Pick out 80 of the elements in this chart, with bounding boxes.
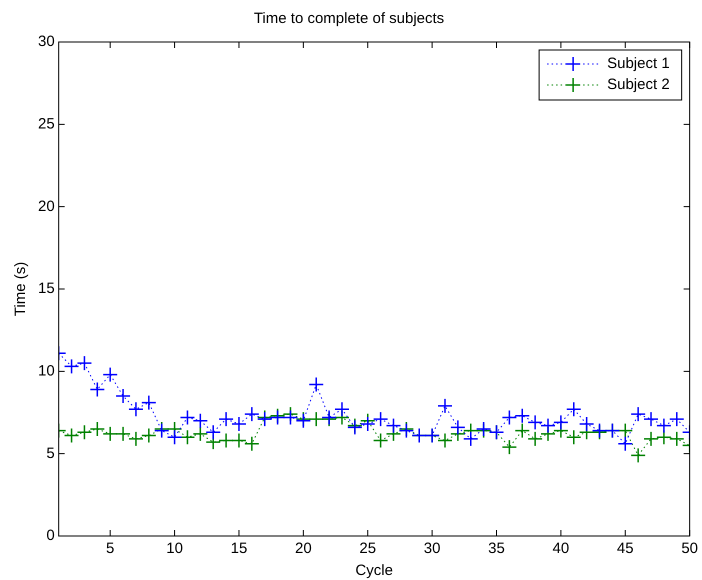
x-tick-label: 30	[424, 540, 440, 558]
point	[244, 406, 260, 422]
point	[180, 429, 196, 445]
point	[76, 355, 92, 371]
point	[514, 422, 530, 438]
point	[334, 401, 350, 417]
point	[669, 431, 685, 447]
point	[514, 408, 530, 424]
legend-label: Subject 2	[607, 76, 670, 94]
y-tick-label: 20	[38, 198, 55, 215]
point	[618, 422, 634, 438]
point	[566, 429, 582, 445]
point	[76, 424, 92, 440]
point	[669, 411, 685, 427]
chart-title: Time to complete of subjects	[254, 10, 444, 28]
point	[128, 401, 144, 417]
point	[630, 406, 646, 422]
point	[64, 358, 80, 374]
point	[166, 429, 182, 445]
point	[218, 432, 234, 448]
point	[463, 431, 478, 447]
y-axis-title: Time (s)	[12, 262, 30, 316]
y-tick-label: 30	[38, 33, 55, 50]
point	[502, 410, 518, 426]
point	[437, 398, 453, 414]
x-tick-label: 45	[616, 540, 634, 558]
point	[502, 439, 518, 455]
point	[244, 436, 260, 452]
point	[437, 432, 453, 448]
point	[527, 431, 543, 447]
point	[360, 416, 376, 432]
point	[386, 418, 402, 434]
x-tick-label: 50	[681, 540, 698, 558]
point	[90, 382, 106, 398]
point	[618, 436, 634, 452]
x-tick-label: 40	[552, 540, 570, 558]
x-tick-label: 10	[166, 540, 183, 558]
point	[566, 401, 582, 417]
point	[578, 416, 594, 432]
point	[540, 418, 556, 434]
x-tick-label: 20	[295, 540, 312, 558]
x-tick-label: 25	[359, 540, 376, 558]
point	[231, 416, 247, 432]
y-tick-label: 25	[38, 115, 55, 132]
y-tick-label: 15	[38, 280, 55, 298]
point	[231, 432, 247, 448]
point	[192, 412, 208, 428]
point	[450, 420, 466, 436]
point	[218, 411, 234, 427]
y-tick-label: 5	[46, 444, 55, 462]
point	[141, 394, 157, 410]
y-tick-label: 0	[46, 527, 55, 544]
point	[372, 411, 388, 427]
point	[282, 410, 298, 426]
point	[192, 426, 208, 442]
point	[128, 431, 144, 447]
legend-label: Subject 1	[607, 55, 670, 72]
point	[553, 414, 569, 430]
x-tick-label: 35	[488, 540, 505, 558]
point	[141, 428, 157, 444]
point	[90, 421, 106, 437]
point	[308, 411, 324, 427]
point	[64, 428, 80, 444]
x-tick-label: 5	[106, 540, 114, 558]
point	[630, 448, 646, 464]
point	[115, 426, 131, 442]
y-tick-label: 10	[38, 362, 55, 380]
point	[308, 376, 324, 392]
point	[102, 426, 118, 442]
point	[372, 432, 388, 448]
point	[115, 388, 131, 404]
point	[643, 431, 659, 447]
point	[205, 424, 221, 440]
point	[180, 410, 196, 426]
point	[656, 418, 672, 434]
point	[527, 414, 543, 430]
point	[643, 411, 659, 427]
point	[102, 366, 118, 382]
x-tick-label: 15	[230, 540, 248, 558]
x-axis-title: Cycle	[355, 562, 393, 580]
